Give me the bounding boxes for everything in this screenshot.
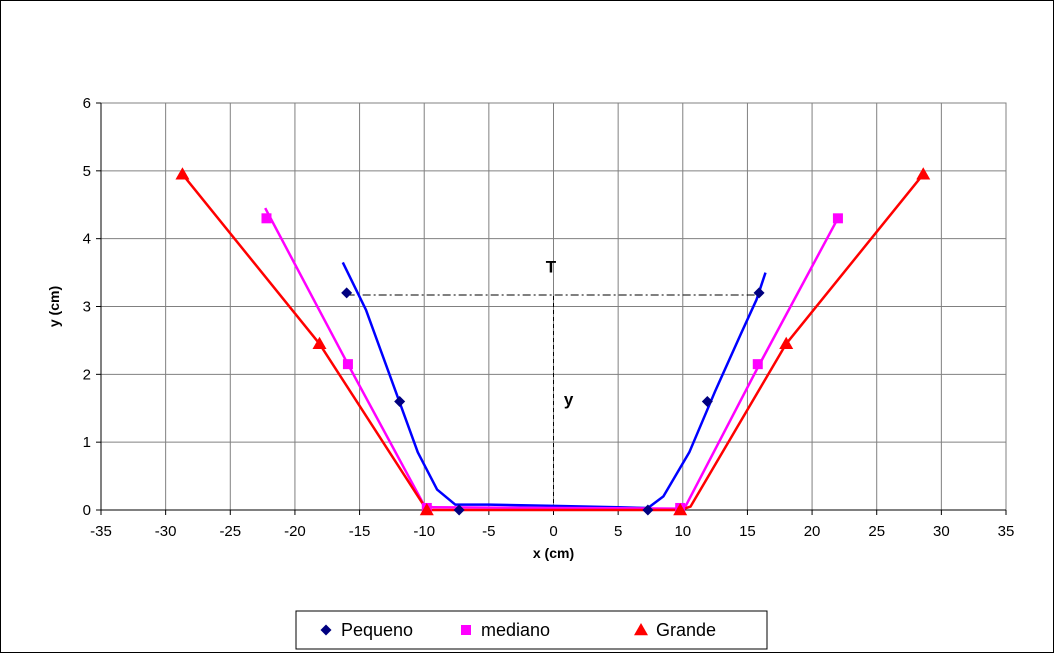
fit-line-mediano — [264, 207, 840, 510]
x-tick-label: 5 — [614, 523, 622, 540]
x-tick-label: 35 — [998, 523, 1015, 540]
y-tick-label: 4 — [83, 231, 91, 248]
data-point-grande — [916, 167, 931, 180]
data-point-pequeno — [341, 287, 353, 299]
data-point-grande — [312, 336, 327, 350]
data-markers — [175, 167, 931, 516]
grid-layer — [96, 102, 1007, 515]
tick-labels: -35 -30 -25 -20 -15 -10 -5 0 5 10 15 20 25 30 35 0 1 2 3 4 5… — [83, 95, 1015, 540]
legend-label-mediano: mediano — [481, 620, 550, 640]
fit-line-pequeno — [341, 261, 767, 510]
y-tick-label: 3 — [83, 299, 91, 316]
legend: Pequeno mediano Grande — [295, 610, 768, 650]
data-point-pequeno — [394, 395, 406, 407]
data-point-mediano — [261, 213, 272, 224]
data-point-pequeno — [701, 395, 713, 407]
legend-marker-grande — [634, 623, 648, 636]
x-tick-label: 0 — [549, 523, 557, 540]
legend-items: Pequeno mediano Grande — [320, 620, 716, 640]
x-tick-label: -15 — [349, 523, 371, 540]
data-point-pequeno — [753, 287, 765, 299]
annotation-depth: y — [564, 390, 574, 409]
y-axis-title: y (cm) — [46, 286, 62, 327]
y-tick-label: 0 — [83, 502, 91, 519]
y-tick-label: 1 — [83, 434, 91, 451]
legend-marker-pequeno — [320, 624, 332, 636]
x-tick-label: -5 — [482, 523, 495, 540]
data-point-grande — [175, 167, 190, 180]
x-tick-label: 20 — [804, 523, 821, 540]
x-tick-label: -30 — [155, 523, 177, 540]
x-tick-label: -35 — [90, 523, 112, 540]
legend-box — [295, 610, 768, 650]
x-tick-label: -10 — [413, 523, 435, 540]
x-tick-label: -20 — [284, 523, 306, 540]
legend-label-grande: Grande — [656, 620, 716, 640]
data-point-mediano — [752, 359, 763, 370]
data-point-mediano — [832, 213, 843, 224]
data-point-grande — [779, 336, 794, 350]
x-axis-title: x (cm) — [533, 545, 574, 561]
x-tick-label: -25 — [219, 523, 241, 540]
data-point-pequeno — [453, 504, 465, 516]
y-tick-label: 6 — [83, 95, 91, 112]
x-tick-label: 30 — [933, 523, 950, 540]
legend-marker-mediano — [461, 625, 471, 635]
y-tick-label: 2 — [83, 366, 91, 383]
data-point-pequeno — [642, 504, 654, 516]
x-tick-label: 10 — [674, 523, 691, 540]
data-point-grande — [419, 503, 434, 516]
data-point-mediano — [342, 359, 353, 370]
data-point-grande — [673, 503, 688, 516]
x-tick-label: 25 — [868, 523, 885, 540]
annotation-top-width: T — [546, 258, 557, 277]
legend-label-pequeno: Pequeno — [341, 620, 413, 640]
y-tick-label: 5 — [83, 163, 91, 180]
dimension-lines — [346, 294, 761, 510]
x-tick-label: 15 — [739, 523, 756, 540]
